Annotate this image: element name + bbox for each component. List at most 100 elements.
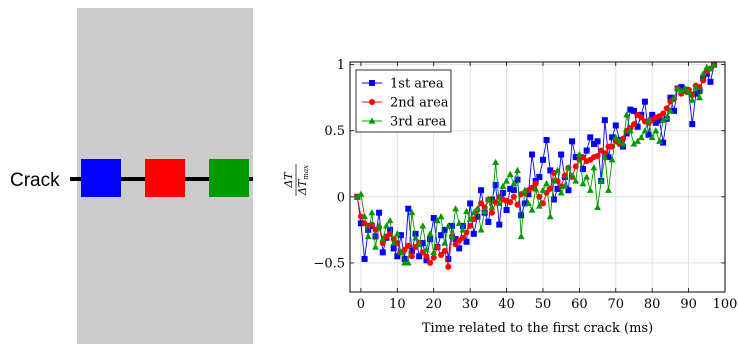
chart: 0 10 20 30 40 50 60 70 80 90 100 −0.5 0 0.5 1 Time rel… [282,58,738,336]
data-point [467,200,474,207]
data-point [572,177,580,184]
data-point [539,200,546,207]
data-point [601,117,608,124]
data-point [430,248,438,255]
data-point [608,156,616,163]
data-point [641,98,648,105]
y-tick-label: 1 [337,58,345,73]
data-point [667,94,674,101]
legend: 1st area 2nd area 3rd area [355,69,452,133]
data-point [696,94,703,101]
legend-marker [369,80,375,86]
data-point [543,136,550,143]
data-point [707,78,714,85]
data-point [430,254,437,261]
data-point [390,239,398,246]
data-point [510,187,517,194]
data-point [390,245,397,252]
data-point [448,232,456,240]
area-1-marker [81,159,121,197]
data-point [521,200,528,207]
data-point [459,222,466,229]
data-point [412,234,419,241]
data-point [656,137,663,144]
data-point [601,153,609,160]
data-point [659,116,667,123]
data-point [492,199,499,206]
data-point [437,213,445,220]
data-point [488,203,496,211]
data-point [579,180,587,187]
data-point [630,107,637,114]
data-point [696,88,703,95]
data-point [547,167,554,174]
legend-marker [369,99,375,105]
data-point [510,180,518,187]
data-point [554,166,561,173]
data-point [393,230,401,237]
data-point [488,209,495,216]
data-point [536,174,543,180]
data-point [474,213,481,220]
data-point [656,117,663,124]
x-tick-label: 20 [425,297,442,312]
x-tick-label: 0 [357,297,365,312]
data-point [554,185,561,192]
data-point [408,253,415,260]
y-axis-label: ΔT ΔTmax [282,164,310,196]
data-point [419,240,426,247]
x-tick-label: 80 [644,297,661,312]
data-point [529,184,536,191]
data-point [386,217,394,224]
data-point [433,217,441,224]
data-point [674,84,682,92]
data-point [663,105,670,112]
data-point [361,213,368,220]
data-point [445,255,452,262]
data-point [408,248,415,255]
area-3-marker [209,159,249,197]
data-point [645,116,652,123]
data-point [710,61,718,68]
data-point [586,186,594,193]
data-point [546,213,554,220]
data-point [485,218,492,225]
data-point [521,186,529,193]
specimen-illustration: Crack [10,8,253,344]
data-point [707,65,714,72]
data-point [630,121,637,128]
data-point [408,209,416,216]
data-point [583,173,591,180]
data-point [652,119,659,126]
data-point [376,209,383,216]
data-point [547,185,554,192]
data-point [652,127,660,134]
data-point [379,249,386,256]
x-tick-label: 100 [713,297,738,312]
data-point [375,222,383,229]
data-point [478,200,485,207]
legend-label: 1st area [390,77,444,92]
data-point [463,207,470,214]
data-point [569,138,576,145]
data-point [666,107,674,114]
data-point [470,209,478,216]
data-point [365,226,372,233]
x-tick-label: 90 [680,297,697,312]
data-point [543,180,551,187]
data-point [401,255,408,262]
data-point [597,177,605,184]
x-tick-label: 10 [389,297,406,312]
data-point [558,151,565,158]
data-point [609,134,616,141]
data-point [441,226,448,233]
data-point [572,154,579,161]
data-point [700,77,707,84]
data-point [405,242,412,249]
data-point [503,177,510,184]
data-point [434,244,441,251]
data-point [412,230,419,237]
data-point [550,196,557,203]
data-point [561,182,569,189]
data-point [616,137,623,144]
